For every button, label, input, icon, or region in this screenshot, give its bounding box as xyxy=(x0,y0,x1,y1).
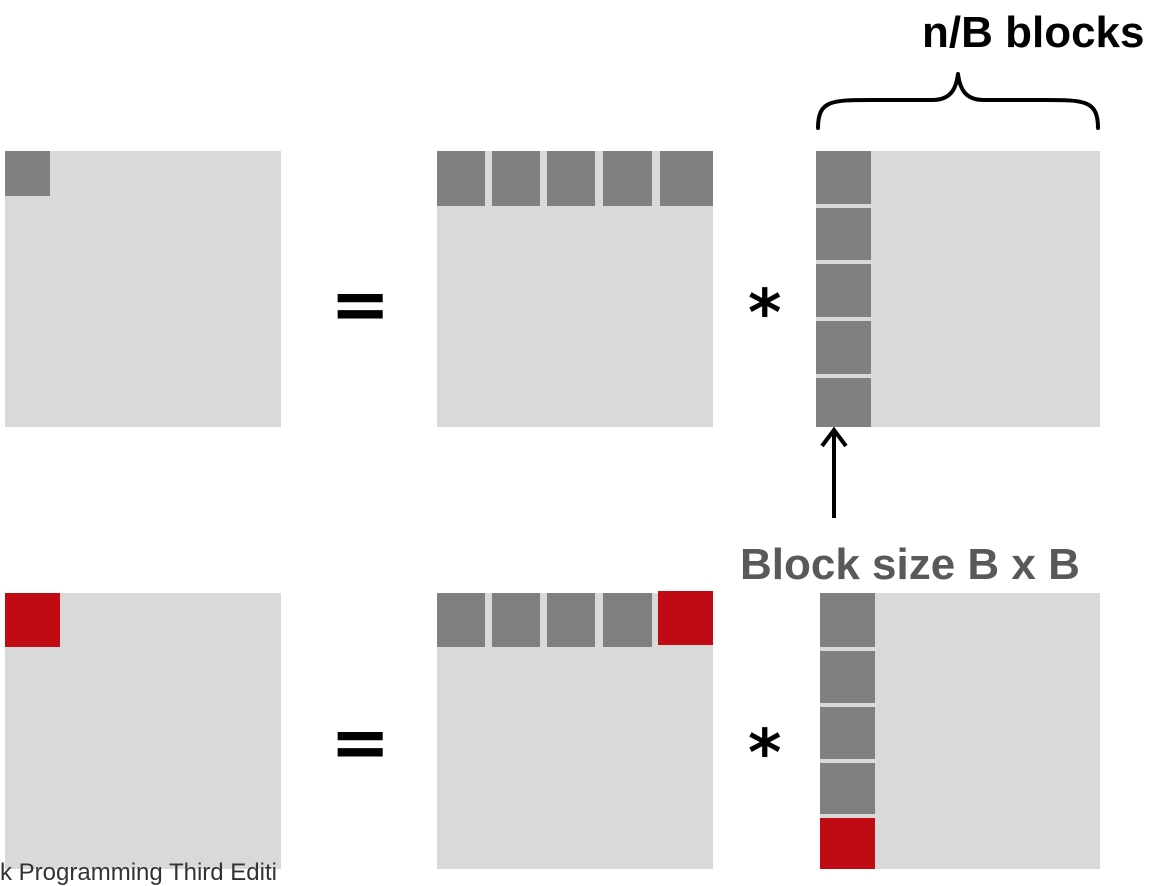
matrix-a-bottom xyxy=(437,591,713,869)
result-matrix-c-bottom xyxy=(5,593,281,869)
row-strip-block xyxy=(603,593,652,647)
block-size-label: Block size B x B xyxy=(740,540,1080,589)
curly-brace-icon xyxy=(816,72,1100,130)
column-strip-block xyxy=(816,321,871,374)
matrix-b-top xyxy=(816,151,1100,427)
result-matrix-c-top xyxy=(5,151,281,427)
n-blocks-label: n/B blocks xyxy=(922,8,1145,57)
column-strip-block xyxy=(820,707,875,759)
row-strip-block xyxy=(492,593,540,647)
multiply-sign-top: * xyxy=(748,277,782,351)
equals-sign-bottom: = xyxy=(330,700,391,784)
column-strip-block xyxy=(820,763,875,814)
row-strip-block xyxy=(660,151,713,206)
up-arrow-icon xyxy=(820,426,848,518)
column-strip-block xyxy=(816,264,871,317)
column-strip-block xyxy=(816,151,871,204)
row-strip-block xyxy=(603,151,652,206)
row-strip-block xyxy=(547,593,595,647)
column-strip-block-highlighted xyxy=(820,818,875,869)
column-strip-block xyxy=(820,651,875,703)
footer-text: k Programming Third Editi xyxy=(0,859,277,886)
multiply-sign-bottom: * xyxy=(748,717,782,791)
matrix-a-top xyxy=(437,151,713,427)
column-strip-block xyxy=(816,208,871,260)
row-strip-block-highlighted xyxy=(658,591,713,645)
row-strip-block xyxy=(437,593,485,647)
matrix-b-bottom xyxy=(820,593,1100,869)
column-strip-block xyxy=(820,593,875,647)
result-block-top xyxy=(5,151,50,196)
row-strip-block xyxy=(547,151,595,206)
row-strip-block xyxy=(437,151,485,206)
result-block-highlighted xyxy=(5,593,60,647)
row-strip-block xyxy=(492,151,540,206)
column-strip-block xyxy=(816,378,871,427)
equals-sign-top: = xyxy=(330,262,391,346)
